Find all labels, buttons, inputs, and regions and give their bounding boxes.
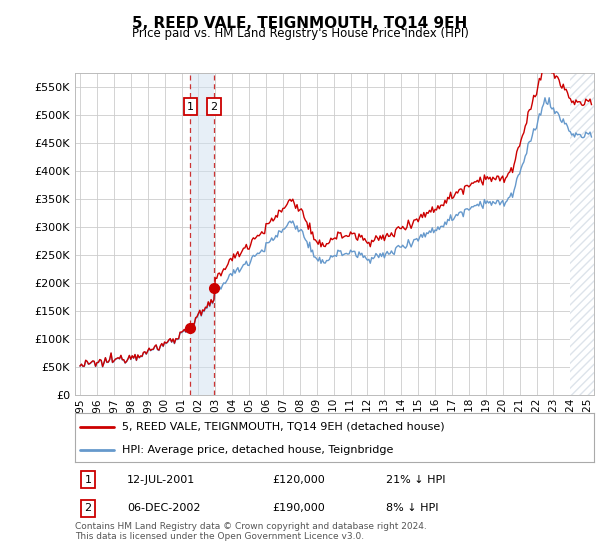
Bar bbox=[571, 73, 600, 395]
Text: Contains HM Land Registry data © Crown copyright and database right 2024.
This d: Contains HM Land Registry data © Crown c… bbox=[75, 522, 427, 542]
Text: 1: 1 bbox=[85, 475, 91, 485]
Text: 06-DEC-2002: 06-DEC-2002 bbox=[127, 503, 200, 514]
Bar bbox=[571, 73, 600, 395]
Text: £120,000: £120,000 bbox=[272, 475, 325, 485]
Bar bbox=[190, 73, 214, 395]
Text: 1: 1 bbox=[187, 101, 194, 111]
Text: Price paid vs. HM Land Registry's House Price Index (HPI): Price paid vs. HM Land Registry's House … bbox=[131, 27, 469, 40]
Text: 5, REED VALE, TEIGNMOUTH, TQ14 9EH (detached house): 5, REED VALE, TEIGNMOUTH, TQ14 9EH (deta… bbox=[122, 422, 445, 432]
Text: 12-JUL-2001: 12-JUL-2001 bbox=[127, 475, 195, 485]
Text: 21% ↓ HPI: 21% ↓ HPI bbox=[386, 475, 446, 485]
Text: HPI: Average price, detached house, Teignbridge: HPI: Average price, detached house, Teig… bbox=[122, 445, 393, 455]
Text: 5, REED VALE, TEIGNMOUTH, TQ14 9EH: 5, REED VALE, TEIGNMOUTH, TQ14 9EH bbox=[133, 16, 467, 31]
Text: £190,000: £190,000 bbox=[272, 503, 325, 514]
Text: 2: 2 bbox=[85, 503, 92, 514]
Text: 8% ↓ HPI: 8% ↓ HPI bbox=[386, 503, 439, 514]
Text: 2: 2 bbox=[211, 101, 218, 111]
